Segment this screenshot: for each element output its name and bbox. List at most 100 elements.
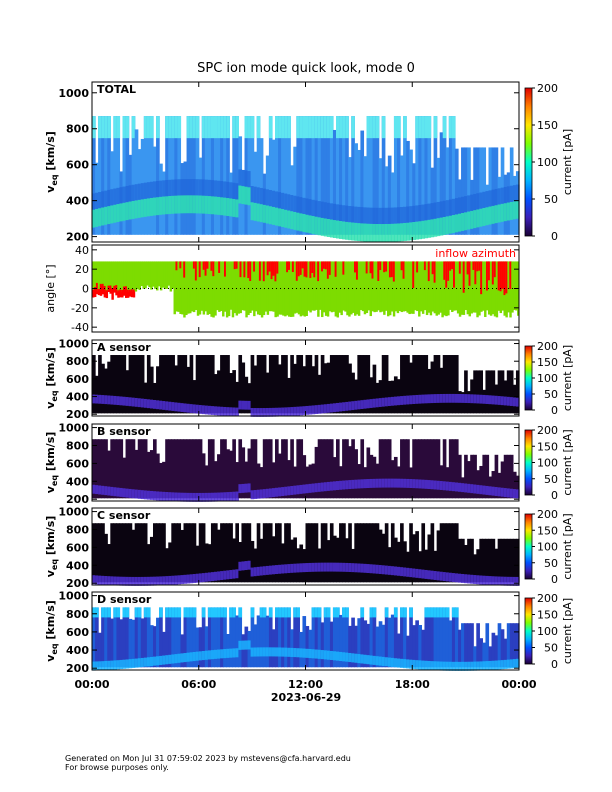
- spectrogram-column: [244, 461, 249, 499]
- inflow-angle-band: [101, 261, 105, 286]
- spectrogram-core: [153, 576, 157, 586]
- inflow-azimuth-mark: [486, 261, 489, 291]
- spectrogram-core: [378, 656, 383, 666]
- spectrogram-top-band: [445, 607, 450, 618]
- inflow-angle-band: [107, 261, 110, 288]
- spectrogram-column: [476, 549, 480, 583]
- inflow-angle-band: [189, 261, 192, 314]
- spectrogram-column: [305, 116, 310, 235]
- spectrogram-column: [509, 370, 514, 414]
- inflow-angle-band: [317, 261, 320, 317]
- spectrogram-column: [299, 439, 304, 499]
- spectrogram-core: [192, 404, 197, 414]
- spectrogram-column: [235, 615, 239, 668]
- y-tick-label: 400: [66, 559, 89, 572]
- spectrogram-column: [342, 116, 346, 235]
- spectrogram-column: [387, 439, 392, 499]
- spectrogram-core: [351, 563, 355, 573]
- spectrogram-core: [275, 407, 279, 417]
- spectrogram-halo: [162, 180, 166, 197]
- spectrogram-column: [360, 439, 365, 499]
- spectrogram-core: [156, 576, 160, 586]
- spectrogram-column: [476, 470, 480, 499]
- spectrogram-top-band: [165, 116, 169, 139]
- footer-browse: For browse purposes only.: [65, 763, 169, 772]
- spectrogram-halo: [439, 201, 444, 218]
- y-axis-label: veq [km/s]: [44, 600, 59, 662]
- spectrogram-core: [104, 486, 108, 496]
- spectrogram-core: [162, 196, 166, 215]
- spectrogram-top-band: [186, 607, 191, 618]
- spectrogram-column: [461, 147, 465, 235]
- spectrogram-column: [180, 634, 185, 668]
- spectrogram-core: [174, 195, 178, 214]
- inflow-azimuth-mark: [462, 261, 466, 293]
- spectrogram-core: [290, 407, 294, 416]
- spectrogram-column: [323, 607, 328, 668]
- spectrogram-halo: [479, 192, 483, 209]
- inflow-azimuth-mark: [385, 261, 388, 272]
- spectrogram-column: [342, 439, 346, 499]
- spectrogram-top-band: [107, 607, 111, 618]
- inflow-azimuth-mark: [392, 261, 396, 282]
- spectrogram-core: [275, 207, 279, 226]
- spectrogram-core: [293, 563, 297, 573]
- spectrogram-core: [515, 489, 520, 499]
- spectrogram-column: [305, 466, 310, 499]
- spectrogram-core: [470, 661, 474, 671]
- spectrogram-core: [214, 406, 218, 416]
- spectrogram-halo: [317, 201, 322, 218]
- spectrogram-core: [372, 564, 377, 574]
- inflow-angle-band: [196, 261, 200, 316]
- spectrogram-core: [232, 648, 236, 658]
- spectrogram-top-band: [113, 116, 117, 139]
- spectrogram-halo: [241, 169, 246, 187]
- spectrogram-column: [433, 116, 438, 235]
- inflow-angle-band: [460, 261, 464, 315]
- spectrogram-core: [104, 395, 108, 405]
- spectrogram-column: [214, 523, 218, 583]
- inflow-angle-band: [367, 261, 371, 311]
- spectrogram-core: [445, 481, 450, 491]
- spectrogram-core: [424, 569, 429, 579]
- inflow-angle-band: [354, 261, 357, 316]
- spectrogram-column: [140, 523, 145, 583]
- inflow-angle-band: [93, 261, 97, 290]
- spectrogram-core: [470, 484, 474, 494]
- spectrogram-core: [116, 396, 121, 406]
- spectrogram-column: [351, 116, 355, 235]
- spectrogram-core: [302, 214, 307, 232]
- spectrogram-column: [436, 530, 441, 583]
- spectrogram-core: [217, 196, 221, 215]
- inflow-azimuth-mark: [212, 261, 215, 277]
- spectrogram-halo: [259, 187, 264, 205]
- spectrogram-halo: [247, 171, 252, 188]
- spectrogram-column: [226, 449, 230, 499]
- spectrogram-top-band: [220, 607, 224, 618]
- spectrogram-top-band: [336, 607, 340, 618]
- spectrogram-halo: [232, 182, 236, 199]
- spectrogram-core: [430, 570, 435, 580]
- spectrogram-top-band: [403, 607, 407, 618]
- inflow-azimuth-mark: [276, 261, 279, 274]
- spectrogram-column: [98, 632, 102, 668]
- spectrogram-core: [332, 481, 337, 491]
- spectrogram-core: [92, 209, 96, 228]
- inflow-azimuth-mark: [487, 261, 491, 281]
- inflow-angle-band: [352, 261, 355, 313]
- spectrogram-top-band: [323, 607, 328, 618]
- inflow-azimuth-mark: [266, 261, 270, 276]
- spectrogram-column: [491, 370, 496, 414]
- inflow-angle-band: [377, 261, 380, 311]
- inflow-azimuth-mark: [503, 261, 506, 296]
- spectrogram-column: [433, 607, 438, 668]
- spectrogram-halo: [143, 182, 148, 199]
- inflow-angle-band: [276, 261, 279, 317]
- spectrogram-halo: [454, 198, 459, 215]
- spectrogram-column: [339, 614, 343, 668]
- inflow-angle-band: [222, 261, 225, 317]
- spectrogram-column: [153, 439, 157, 499]
- spectrogram-core: [448, 215, 453, 234]
- spectrogram-core: [131, 200, 136, 219]
- spectrogram-column: [366, 116, 371, 235]
